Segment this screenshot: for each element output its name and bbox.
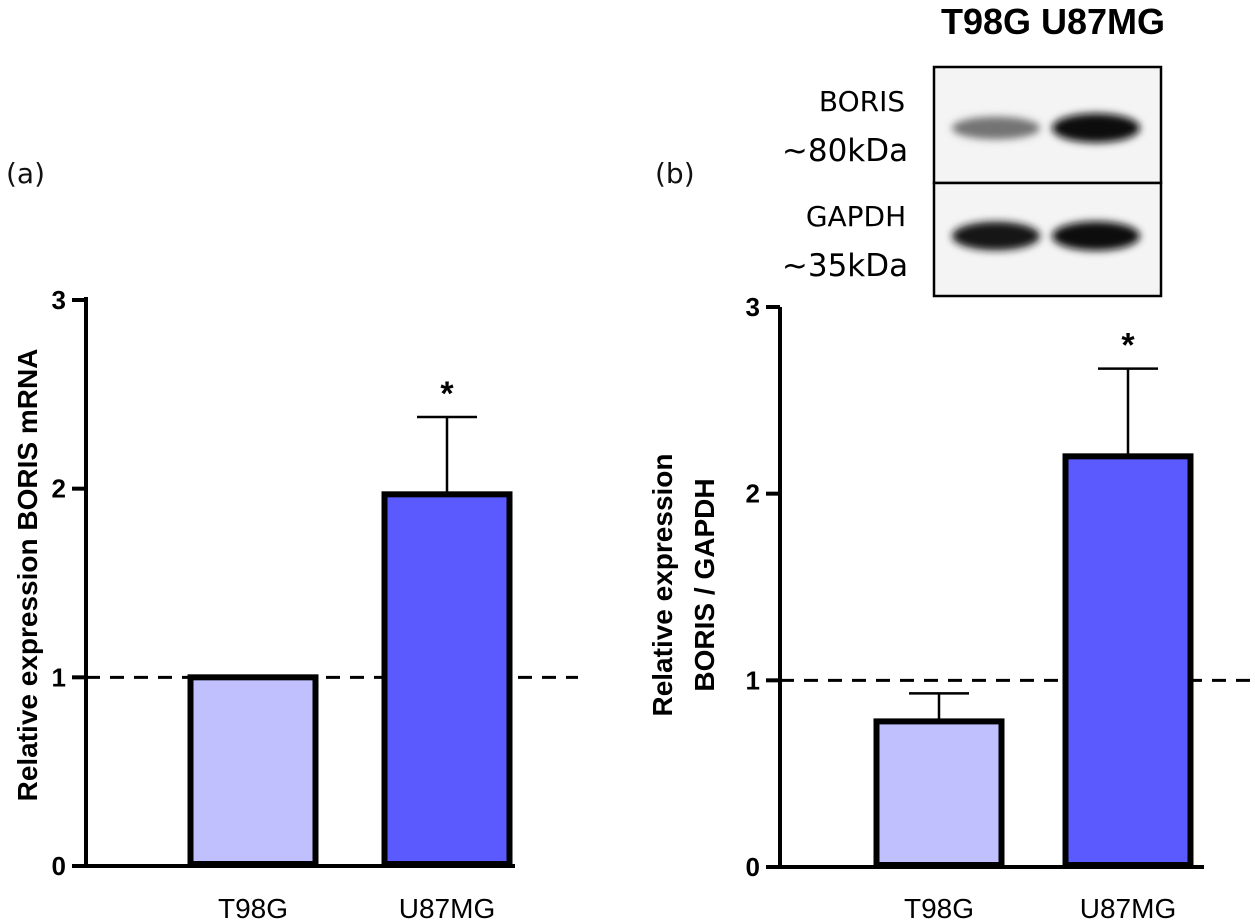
- blot-band-gapdh-lane1: [952, 221, 1040, 251]
- category-label-a-t98g: T98G: [218, 893, 288, 922]
- bar-b-u87mg: [1062, 453, 1194, 868]
- y-tick-label-b: 3: [746, 292, 760, 322]
- blot-protein-gapdh: GAPDH: [806, 200, 906, 233]
- bar-a-u87mg: [381, 491, 513, 867]
- category-label-a-u87mg: U87MG: [399, 893, 495, 922]
- y-tick-label-a: 0: [52, 851, 66, 881]
- y-axis-label-b-line2: BORIS / GAPDH: [689, 478, 720, 691]
- category-label-b-t98g: T98G: [904, 893, 974, 922]
- blot-band-boris-lane2: [1052, 113, 1140, 143]
- significance-star-a: *: [440, 375, 454, 413]
- y-axis-label-a: Relative expression BORIS mRNA: [12, 349, 43, 802]
- category-label-b-u87mg: U87MG: [1080, 893, 1176, 922]
- blot-title: T98G U87MG: [941, 1, 1165, 42]
- y-tick-label-a: 3: [52, 285, 66, 315]
- bar-b-t98g: [873, 718, 1005, 869]
- y-tick-label-a: 2: [52, 474, 66, 504]
- y-axis-label-b-line1: Relative expression: [647, 453, 678, 716]
- panel-label-a: (a): [6, 157, 45, 190]
- blot-band-gapdh-lane2: [1052, 221, 1140, 251]
- blot-size-gapdh: ~35kDa: [782, 248, 908, 284]
- y-tick-label-b: 1: [746, 665, 760, 695]
- chart-a: (a) Relative expression BORIS mRNA 0123 …: [6, 157, 578, 922]
- y-tick-label-b: 2: [746, 479, 760, 509]
- y-tick-label-b: 0: [746, 852, 760, 882]
- blot-protein-boris: BORIS: [819, 85, 905, 118]
- blot-size-boris: ~80kDa: [782, 133, 908, 169]
- y-tick-label-a: 1: [52, 662, 66, 692]
- chart-b: (b) Relative expression BORIS / GAPDH 0 1…: [647, 157, 1255, 922]
- panel-label-b: (b): [655, 157, 695, 190]
- blot-band-boris-lane1: [952, 116, 1040, 140]
- significance-star-b: *: [1121, 327, 1135, 365]
- western-blot: T98G U87MG BORIS ~80kDa GAPDH ~35kDa: [782, 1, 1165, 298]
- bar-a-t98g: [187, 674, 319, 867]
